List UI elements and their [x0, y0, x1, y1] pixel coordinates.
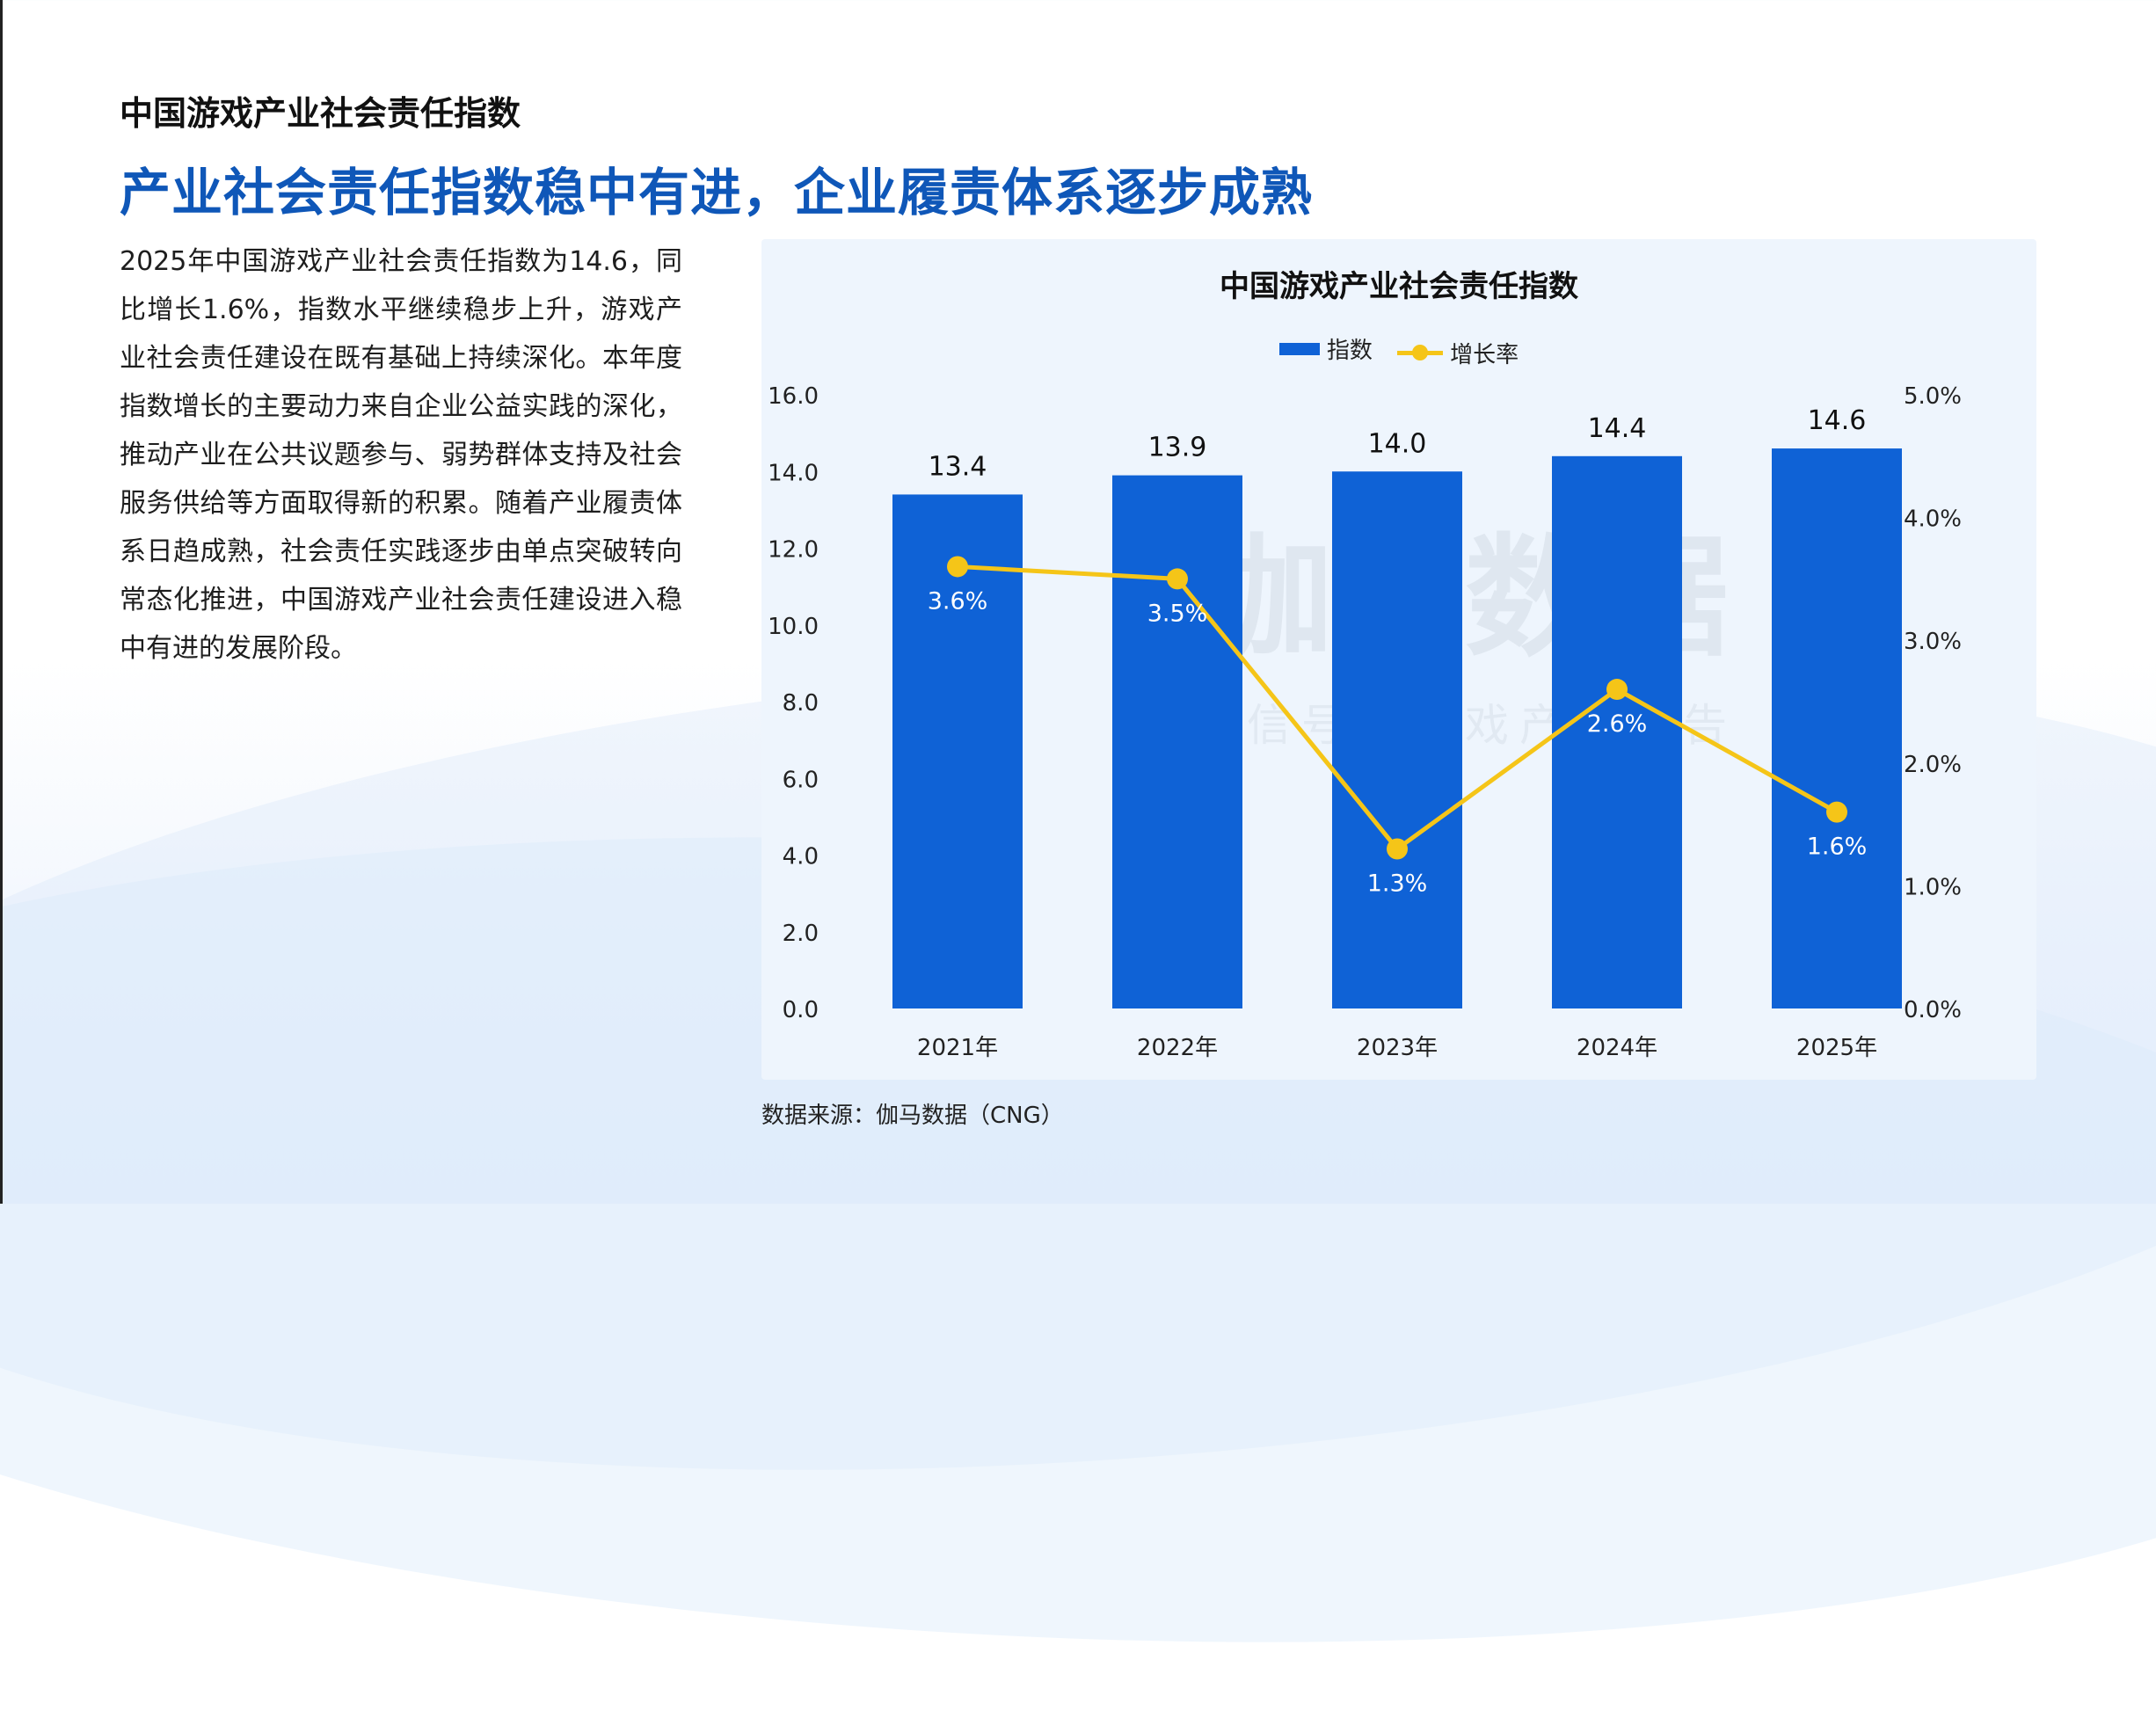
bar-value-label: 14.6 [1808, 405, 1867, 436]
bar-index [1332, 471, 1462, 1008]
section-title: 中国游戏产业社会责任指数 [120, 94, 521, 133]
bar-value-label: 13.4 [929, 451, 987, 482]
headline: 产业社会责任指数稳中有进，企业履责体系逐步成熟 [120, 163, 1314, 222]
chart-title: 中国游戏产业社会责任指数 [1220, 269, 1578, 304]
growth-value-label: 3.5% [1147, 600, 1208, 627]
growth-value-label: 1.6% [1807, 834, 1868, 861]
growth-point [1387, 838, 1408, 860]
x-axis-tick-label: 2024年 [1577, 1035, 1657, 1061]
bar-index [1552, 455, 1682, 1008]
bar-index [892, 494, 1023, 1008]
y2-axis-tick-label: 0.0% [1904, 997, 1962, 1023]
growth-value-label: 2.6% [1587, 710, 1648, 738]
y-axis-tick-label: 4.0 [783, 844, 819, 870]
legend-label-growth: 增长率 [1450, 341, 1519, 368]
body-paragraph: 2025年中国游戏产业社会责任指数为14.6，同比增长1.6%，指数水平继续稳步… [120, 246, 682, 664]
y-axis-tick-label: 8.0 [783, 690, 819, 717]
y2-axis-tick-label: 5.0% [1904, 383, 1962, 410]
growth-point [1606, 679, 1628, 701]
y-axis-tick-label: 16.0 [768, 383, 819, 410]
y2-axis-tick-label: 2.0% [1904, 752, 1962, 778]
y-axis-tick-label: 14.0 [768, 460, 819, 486]
growth-point [947, 556, 968, 578]
x-axis-tick-label: 2023年 [1357, 1035, 1438, 1061]
y-axis-tick-label: 12.0 [768, 537, 819, 564]
x-axis-tick-label: 2025年 [1796, 1035, 1877, 1061]
growth-value-label: 3.6% [928, 587, 988, 615]
chart-plot: 伽马数据微信号：游戏产业报告0.02.04.06.08.010.012.014.… [768, 383, 1962, 1061]
bar-index [1772, 448, 1902, 1008]
growth-value-label: 1.3% [1367, 870, 1428, 898]
data-source: 数据来源：伽马数据（CNG） [761, 1103, 1064, 1129]
y-axis-tick-label: 6.0 [783, 767, 819, 793]
growth-point [1826, 801, 1847, 823]
y2-axis-tick-label: 1.0% [1904, 874, 1962, 900]
legend-item-growth: 增长率 [1397, 337, 1519, 369]
y2-axis-tick-label: 4.0% [1904, 506, 1962, 533]
legend-bar-swatch [1278, 342, 1320, 355]
y2-axis-tick-label: 3.0% [1904, 629, 1962, 655]
legend-item-index: 指数 [1278, 332, 1373, 365]
x-axis-tick-label: 2021年 [917, 1035, 998, 1061]
y-axis-tick-label: 10.0 [768, 614, 819, 640]
bar-value-label: 13.9 [1148, 433, 1207, 463]
bar-index [1112, 475, 1242, 1008]
chart-panel: 中国游戏产业社会责任指数 指数 增长率 伽马数据 微信号：游戏产业报告 0.0 2.0… [761, 239, 2036, 1080]
bar-value-label: 14.0 [1368, 428, 1427, 459]
y-axis-tick-label: 0.0 [783, 997, 819, 1023]
legend-label-index: 指数 [1326, 338, 1373, 364]
chart-legend: 指数 增长率 [761, 332, 2036, 369]
growth-point [1167, 568, 1188, 590]
legend-line-swatch [1397, 344, 1444, 360]
y-axis-tick-label: 2.0 [783, 921, 819, 947]
bar-value-label: 14.4 [1588, 413, 1647, 444]
left-border [0, 0, 3, 1204]
x-axis-tick-label: 2022年 [1137, 1035, 1218, 1061]
